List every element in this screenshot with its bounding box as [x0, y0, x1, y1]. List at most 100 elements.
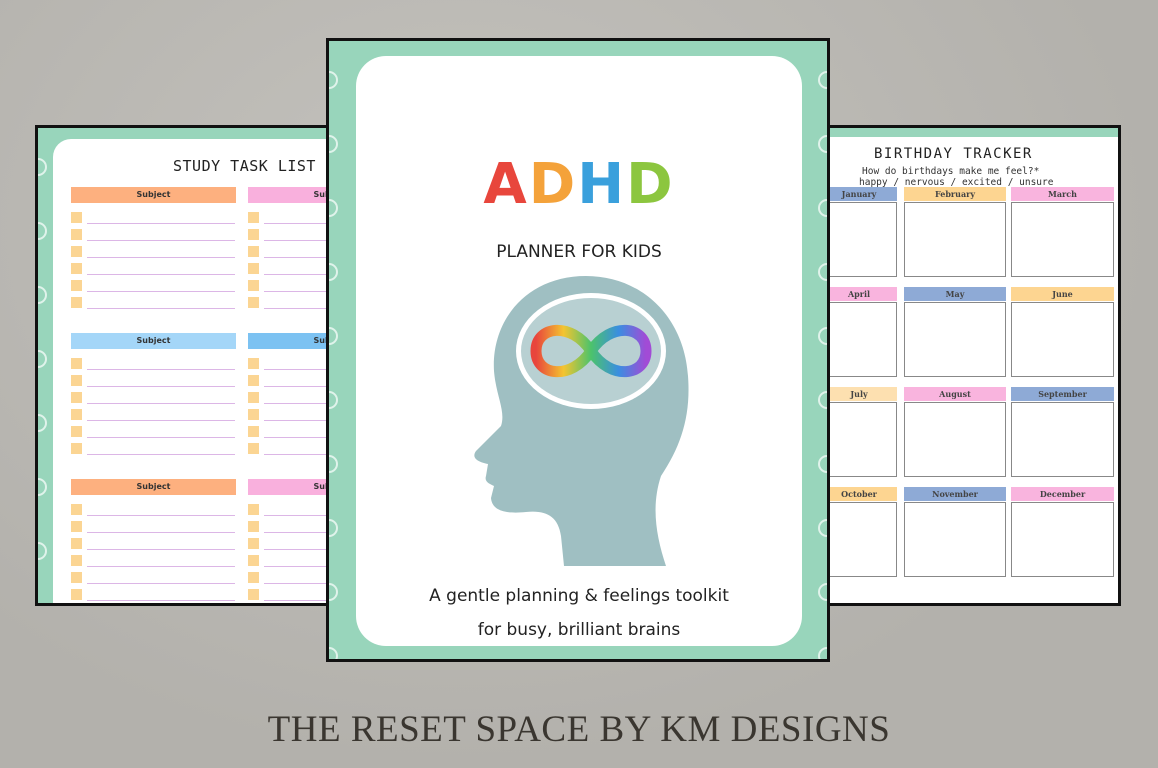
task-checkbox[interactable]: [71, 504, 82, 515]
task-line: [87, 420, 235, 421]
month-box[interactable]: [904, 502, 1006, 577]
frame-dot: [329, 583, 338, 601]
frame-dot: [818, 199, 827, 217]
task-checkbox[interactable]: [71, 392, 82, 403]
frame-dot: [329, 327, 338, 345]
subject-header: Subject: [248, 479, 328, 495]
month-box[interactable]: [1011, 502, 1114, 577]
task-line: [87, 369, 235, 370]
frame-dot: [38, 414, 47, 432]
task-line: [87, 386, 235, 387]
task-checkbox[interactable]: [248, 572, 259, 583]
task-checkbox[interactable]: [248, 297, 259, 308]
task-checkbox[interactable]: [71, 246, 82, 257]
task-line: [87, 437, 235, 438]
task-line: [87, 291, 235, 292]
task-checkbox[interactable]: [71, 555, 82, 566]
frame-dot: [818, 135, 827, 153]
task-checkbox[interactable]: [248, 358, 259, 369]
task-checkbox[interactable]: [248, 409, 259, 420]
birthday-tracker-page: BIRTHDAY TRACKER How do birthdays make m…: [826, 125, 1121, 606]
month-box[interactable]: [829, 302, 897, 377]
month-header: June: [1011, 287, 1114, 301]
task-checkbox[interactable]: [71, 297, 82, 308]
month-box[interactable]: [1011, 302, 1114, 377]
month-header: May: [904, 287, 1006, 301]
task-line: [264, 532, 328, 533]
task-line: [264, 386, 328, 387]
task-line: [87, 454, 235, 455]
task-checkbox[interactable]: [248, 246, 259, 257]
task-checkbox[interactable]: [248, 589, 259, 600]
task-checkbox[interactable]: [71, 426, 82, 437]
task-checkbox[interactable]: [71, 443, 82, 454]
task-line: [87, 274, 235, 275]
task-line: [264, 308, 328, 309]
page-title: BIRTHDAY TRACKER: [874, 146, 1033, 162]
month-header: October: [829, 487, 897, 501]
frame-dot: [818, 327, 827, 345]
month-header: December: [1011, 487, 1114, 501]
task-checkbox[interactable]: [248, 263, 259, 274]
frame-dot: [38, 350, 47, 368]
task-checkbox[interactable]: [71, 538, 82, 549]
task-line: [264, 515, 328, 516]
month-box[interactable]: [829, 502, 897, 577]
task-line: [264, 257, 328, 258]
task-checkbox[interactable]: [248, 212, 259, 223]
cover-page: ADHD PLANNER FOR KIDS A gentle planning …: [326, 38, 830, 662]
task-checkbox[interactable]: [248, 229, 259, 240]
month-box[interactable]: [904, 402, 1006, 477]
task-checkbox[interactable]: [248, 538, 259, 549]
frame-dot: [329, 391, 338, 409]
frame-dot: [38, 158, 47, 176]
task-checkbox[interactable]: [248, 443, 259, 454]
frame-dot: [818, 583, 827, 601]
task-checkbox[interactable]: [248, 504, 259, 515]
month-header: February: [904, 187, 1006, 201]
task-line: [264, 583, 328, 584]
task-checkbox[interactable]: [71, 589, 82, 600]
task-checkbox[interactable]: [71, 521, 82, 532]
month-box[interactable]: [829, 202, 897, 277]
task-line: [264, 291, 328, 292]
task-checkbox[interactable]: [248, 426, 259, 437]
task-checkbox[interactable]: [71, 375, 82, 386]
frame-dot: [38, 222, 47, 240]
month-box[interactable]: [904, 302, 1006, 377]
title-letter: A: [483, 152, 529, 217]
subject-header: Subject: [248, 333, 328, 349]
task-checkbox[interactable]: [71, 263, 82, 274]
task-checkbox[interactable]: [248, 392, 259, 403]
task-checkbox[interactable]: [71, 280, 82, 291]
cover-tagline: for busy, brilliant brains: [477, 620, 681, 640]
task-checkbox[interactable]: [248, 521, 259, 532]
task-line: [87, 600, 235, 601]
month-box[interactable]: [829, 402, 897, 477]
task-line: [87, 240, 235, 241]
task-line: [87, 257, 235, 258]
month-box[interactable]: [1011, 202, 1114, 277]
month-header: September: [1011, 387, 1114, 401]
title-letter: H: [577, 152, 627, 217]
subject-header: Subject: [248, 187, 328, 203]
frame-dot: [329, 647, 338, 659]
task-checkbox[interactable]: [71, 212, 82, 223]
task-checkbox[interactable]: [71, 229, 82, 240]
feelings-options: happy / nervous / excited / unsure: [859, 177, 1054, 188]
task-line: [87, 403, 235, 404]
frame-dot: [818, 519, 827, 537]
task-checkbox[interactable]: [248, 555, 259, 566]
frame-dot: [329, 519, 338, 537]
page-title: STUDY TASK LIST: [173, 157, 316, 175]
task-checkbox[interactable]: [71, 358, 82, 369]
month-box[interactable]: [1011, 402, 1114, 477]
frame-dot: [818, 391, 827, 409]
task-line: [264, 420, 328, 421]
frame-dot: [329, 71, 338, 89]
month-box[interactable]: [904, 202, 1006, 277]
task-checkbox[interactable]: [71, 409, 82, 420]
task-checkbox[interactable]: [71, 572, 82, 583]
task-checkbox[interactable]: [248, 375, 259, 386]
task-checkbox[interactable]: [248, 280, 259, 291]
